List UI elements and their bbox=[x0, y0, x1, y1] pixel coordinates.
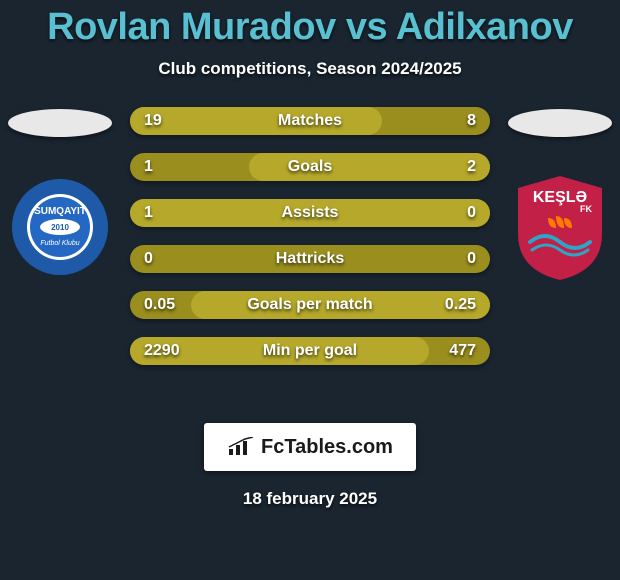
stat-left-value: 1 bbox=[144, 153, 153, 181]
stat-fill bbox=[130, 337, 429, 365]
svg-text:KEŞLƏ: KEŞLƏ bbox=[533, 189, 587, 206]
branding-badge[interactable]: FcTables.com bbox=[204, 423, 416, 471]
chart-icon bbox=[227, 437, 255, 457]
stat-right-value: 0 bbox=[467, 245, 476, 273]
title-vs: vs bbox=[346, 6, 387, 48]
left-player-placeholder bbox=[8, 109, 112, 137]
title-right: Adilxanov bbox=[396, 6, 573, 48]
right-team-crest: KEŞLƏ FK bbox=[510, 177, 610, 277]
branding-text: FcTables.com bbox=[261, 436, 393, 459]
right-player-placeholder bbox=[508, 109, 612, 137]
right-player-panel: KEŞLƏ FK bbox=[505, 107, 615, 277]
comparison-area: SUMQAYIT 2010 Futbol Klubu KEŞLƏ FK 198M… bbox=[0, 107, 620, 397]
svg-text:SUMQAYIT: SUMQAYIT bbox=[34, 206, 86, 217]
stat-bars: 198Matches 12Goals 10Assists 0 0Hattricks 0.0… bbox=[130, 107, 490, 365]
stat-row-goals: 12Goals bbox=[130, 153, 490, 181]
title-left: Rovlan Muradov bbox=[47, 6, 336, 48]
date-label: 18 february 2025 bbox=[0, 489, 620, 509]
crest-year: 2010 bbox=[51, 223, 69, 232]
stat-row-assists: 10Assists bbox=[130, 199, 490, 227]
stat-label: Hattricks bbox=[130, 245, 490, 273]
subtitle: Club competitions, Season 2024/2025 bbox=[0, 59, 620, 79]
stat-left-value: 0.05 bbox=[144, 291, 175, 319]
svg-text:Futbol Klubu: Futbol Klubu bbox=[40, 240, 79, 247]
left-team-crest: SUMQAYIT 2010 Futbol Klubu bbox=[10, 177, 110, 277]
stat-left-value: 0 bbox=[144, 245, 153, 273]
stat-fill bbox=[130, 199, 490, 227]
stat-fill bbox=[249, 153, 490, 181]
left-player-panel: SUMQAYIT 2010 Futbol Klubu bbox=[5, 107, 115, 277]
stat-right-value: 8 bbox=[467, 107, 476, 135]
stat-row-hattricks: 0 0Hattricks bbox=[130, 245, 490, 273]
stat-fill bbox=[191, 291, 490, 319]
page-title: Rovlan Muradov vs Adilxanov bbox=[0, 0, 620, 49]
stat-fill bbox=[130, 107, 382, 135]
stat-row-matches: 198Matches bbox=[130, 107, 490, 135]
stat-row-min-per-goal: 2290477Min per goal bbox=[130, 337, 490, 365]
stat-right-value: 477 bbox=[449, 337, 476, 365]
stat-row-goals-per-match: 0.050.25Goals per match bbox=[130, 291, 490, 319]
svg-text:FK: FK bbox=[580, 204, 592, 214]
